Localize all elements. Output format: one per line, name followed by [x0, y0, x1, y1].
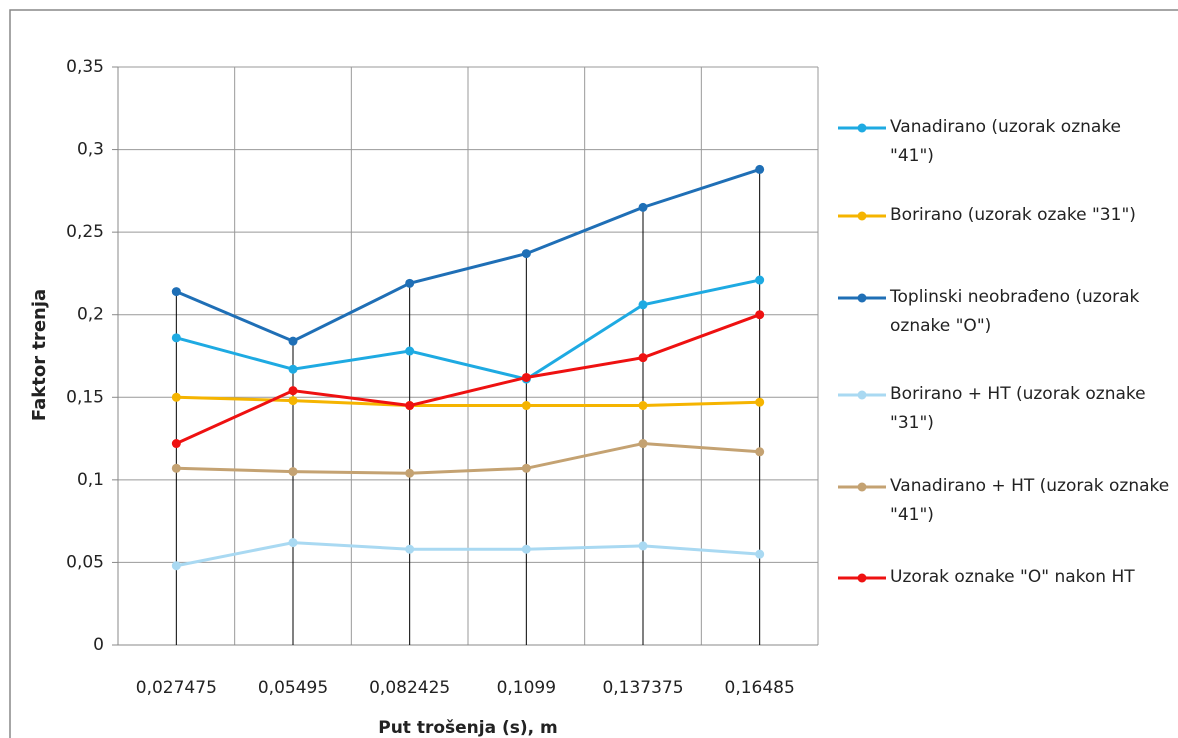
- legend-marker: [857, 211, 867, 221]
- point: [755, 164, 765, 174]
- point: [521, 401, 531, 411]
- point: [755, 397, 765, 407]
- y-tick-label: 0: [93, 635, 104, 655]
- y-tick-label: 0,2: [77, 305, 104, 325]
- series-line: [176, 541, 760, 568]
- y-tick-label: 0,25: [66, 222, 104, 242]
- series-line: [175, 278, 760, 381]
- point: [638, 300, 648, 310]
- point: [171, 561, 181, 571]
- legend-label: Borirano (uzorak ozake "31"): [890, 205, 1136, 225]
- point: [288, 538, 298, 548]
- point: [521, 463, 531, 473]
- point: [521, 372, 531, 382]
- series-line: [175, 313, 761, 445]
- legend-label: Toplinski neobrađeno (uzorak oznake "O"): [890, 287, 1140, 336]
- x-tick-label: 0,082425: [369, 678, 450, 698]
- y-tick-label: 0,3: [77, 140, 104, 160]
- legend-label: Borirano + HT (uzorak oznake "31"): [890, 384, 1146, 433]
- legend-marker: [857, 573, 867, 583]
- legend-label: Vanadirano (uzorak oznake "41"): [890, 117, 1122, 166]
- point: [521, 249, 531, 259]
- legend-marker: [857, 482, 867, 492]
- y-tick-label: 0,15: [66, 387, 104, 407]
- y-tick-label: 0,05: [66, 552, 104, 572]
- point: [521, 544, 531, 554]
- point: [755, 549, 765, 559]
- x-tick-label: 0,027475: [136, 678, 217, 698]
- legend-label: Vanadirano + HT (uzorak oznake "41"): [890, 476, 1170, 525]
- y-tick-label: 0,1: [77, 470, 104, 490]
- point: [638, 401, 648, 411]
- point: [288, 467, 298, 477]
- point: [755, 275, 765, 285]
- point: [638, 202, 648, 212]
- point: [171, 439, 181, 449]
- point: [171, 392, 181, 402]
- point: [288, 386, 298, 396]
- series-line: [175, 167, 761, 343]
- point: [755, 447, 765, 457]
- chart-frame: [9, 9, 1178, 738]
- point: [405, 278, 415, 288]
- legend-marker: [857, 390, 867, 400]
- point: [171, 333, 181, 343]
- point: [638, 353, 648, 363]
- x-tick-label: 0,05495: [258, 678, 328, 698]
- x-tick-label: 0,16485: [725, 678, 795, 698]
- point: [288, 396, 298, 406]
- x-tick-label: 0,1099: [497, 678, 556, 698]
- point: [755, 310, 765, 320]
- point: [638, 541, 648, 551]
- point: [288, 336, 298, 346]
- legend-marker: [857, 123, 867, 133]
- x-axis-title: Put trošenja (s), m: [378, 718, 558, 738]
- legend-label: Uzorak oznake "O" nakon HT: [890, 567, 1135, 587]
- point: [405, 401, 415, 411]
- point: [638, 439, 648, 449]
- y-axis-title: Faktor trenja: [29, 289, 50, 421]
- series-line: [176, 442, 760, 475]
- x-tick-label: 0,137375: [602, 678, 683, 698]
- point: [405, 544, 415, 554]
- point: [405, 468, 415, 478]
- point: [288, 364, 298, 374]
- y-tick-label: 0,35: [66, 57, 104, 77]
- legend-marker: [857, 293, 867, 303]
- point: [405, 346, 415, 356]
- point: [171, 463, 181, 473]
- point: [171, 287, 181, 297]
